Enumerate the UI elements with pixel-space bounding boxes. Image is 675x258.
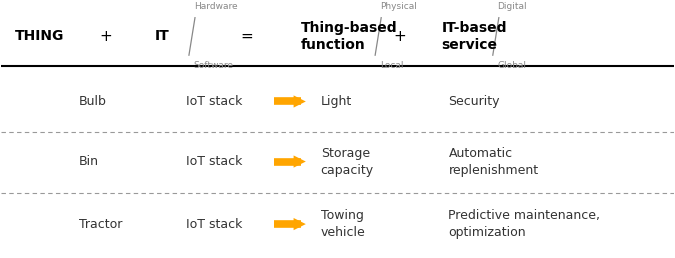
Text: IT: IT xyxy=(155,29,169,43)
Text: Digital: Digital xyxy=(497,2,527,11)
Text: IT-based
service: IT-based service xyxy=(441,21,507,52)
Text: Storage
capacity: Storage capacity xyxy=(321,147,374,176)
Text: Local: Local xyxy=(380,61,404,70)
Text: IoT stack: IoT stack xyxy=(186,217,242,231)
Text: +: + xyxy=(99,29,112,44)
Text: Global: Global xyxy=(497,61,526,70)
Text: IoT stack: IoT stack xyxy=(186,155,242,168)
Text: Predictive maintenance,
optimization: Predictive maintenance, optimization xyxy=(448,209,601,239)
Text: Software: Software xyxy=(194,61,234,70)
Text: Tractor: Tractor xyxy=(79,217,122,231)
Text: Security: Security xyxy=(448,95,500,108)
Text: Thing-based
function: Thing-based function xyxy=(300,21,397,52)
Text: +: + xyxy=(394,29,406,44)
Text: Light: Light xyxy=(321,95,352,108)
Text: Automatic
replenishment: Automatic replenishment xyxy=(448,147,539,176)
Text: Bin: Bin xyxy=(79,155,99,168)
Text: =: = xyxy=(240,29,253,44)
Text: IoT stack: IoT stack xyxy=(186,95,242,108)
Text: Hardware: Hardware xyxy=(194,2,238,11)
Text: Physical: Physical xyxy=(380,2,416,11)
Text: Towing
vehicle: Towing vehicle xyxy=(321,209,365,239)
Text: Bulb: Bulb xyxy=(79,95,107,108)
Text: THING: THING xyxy=(15,29,64,43)
